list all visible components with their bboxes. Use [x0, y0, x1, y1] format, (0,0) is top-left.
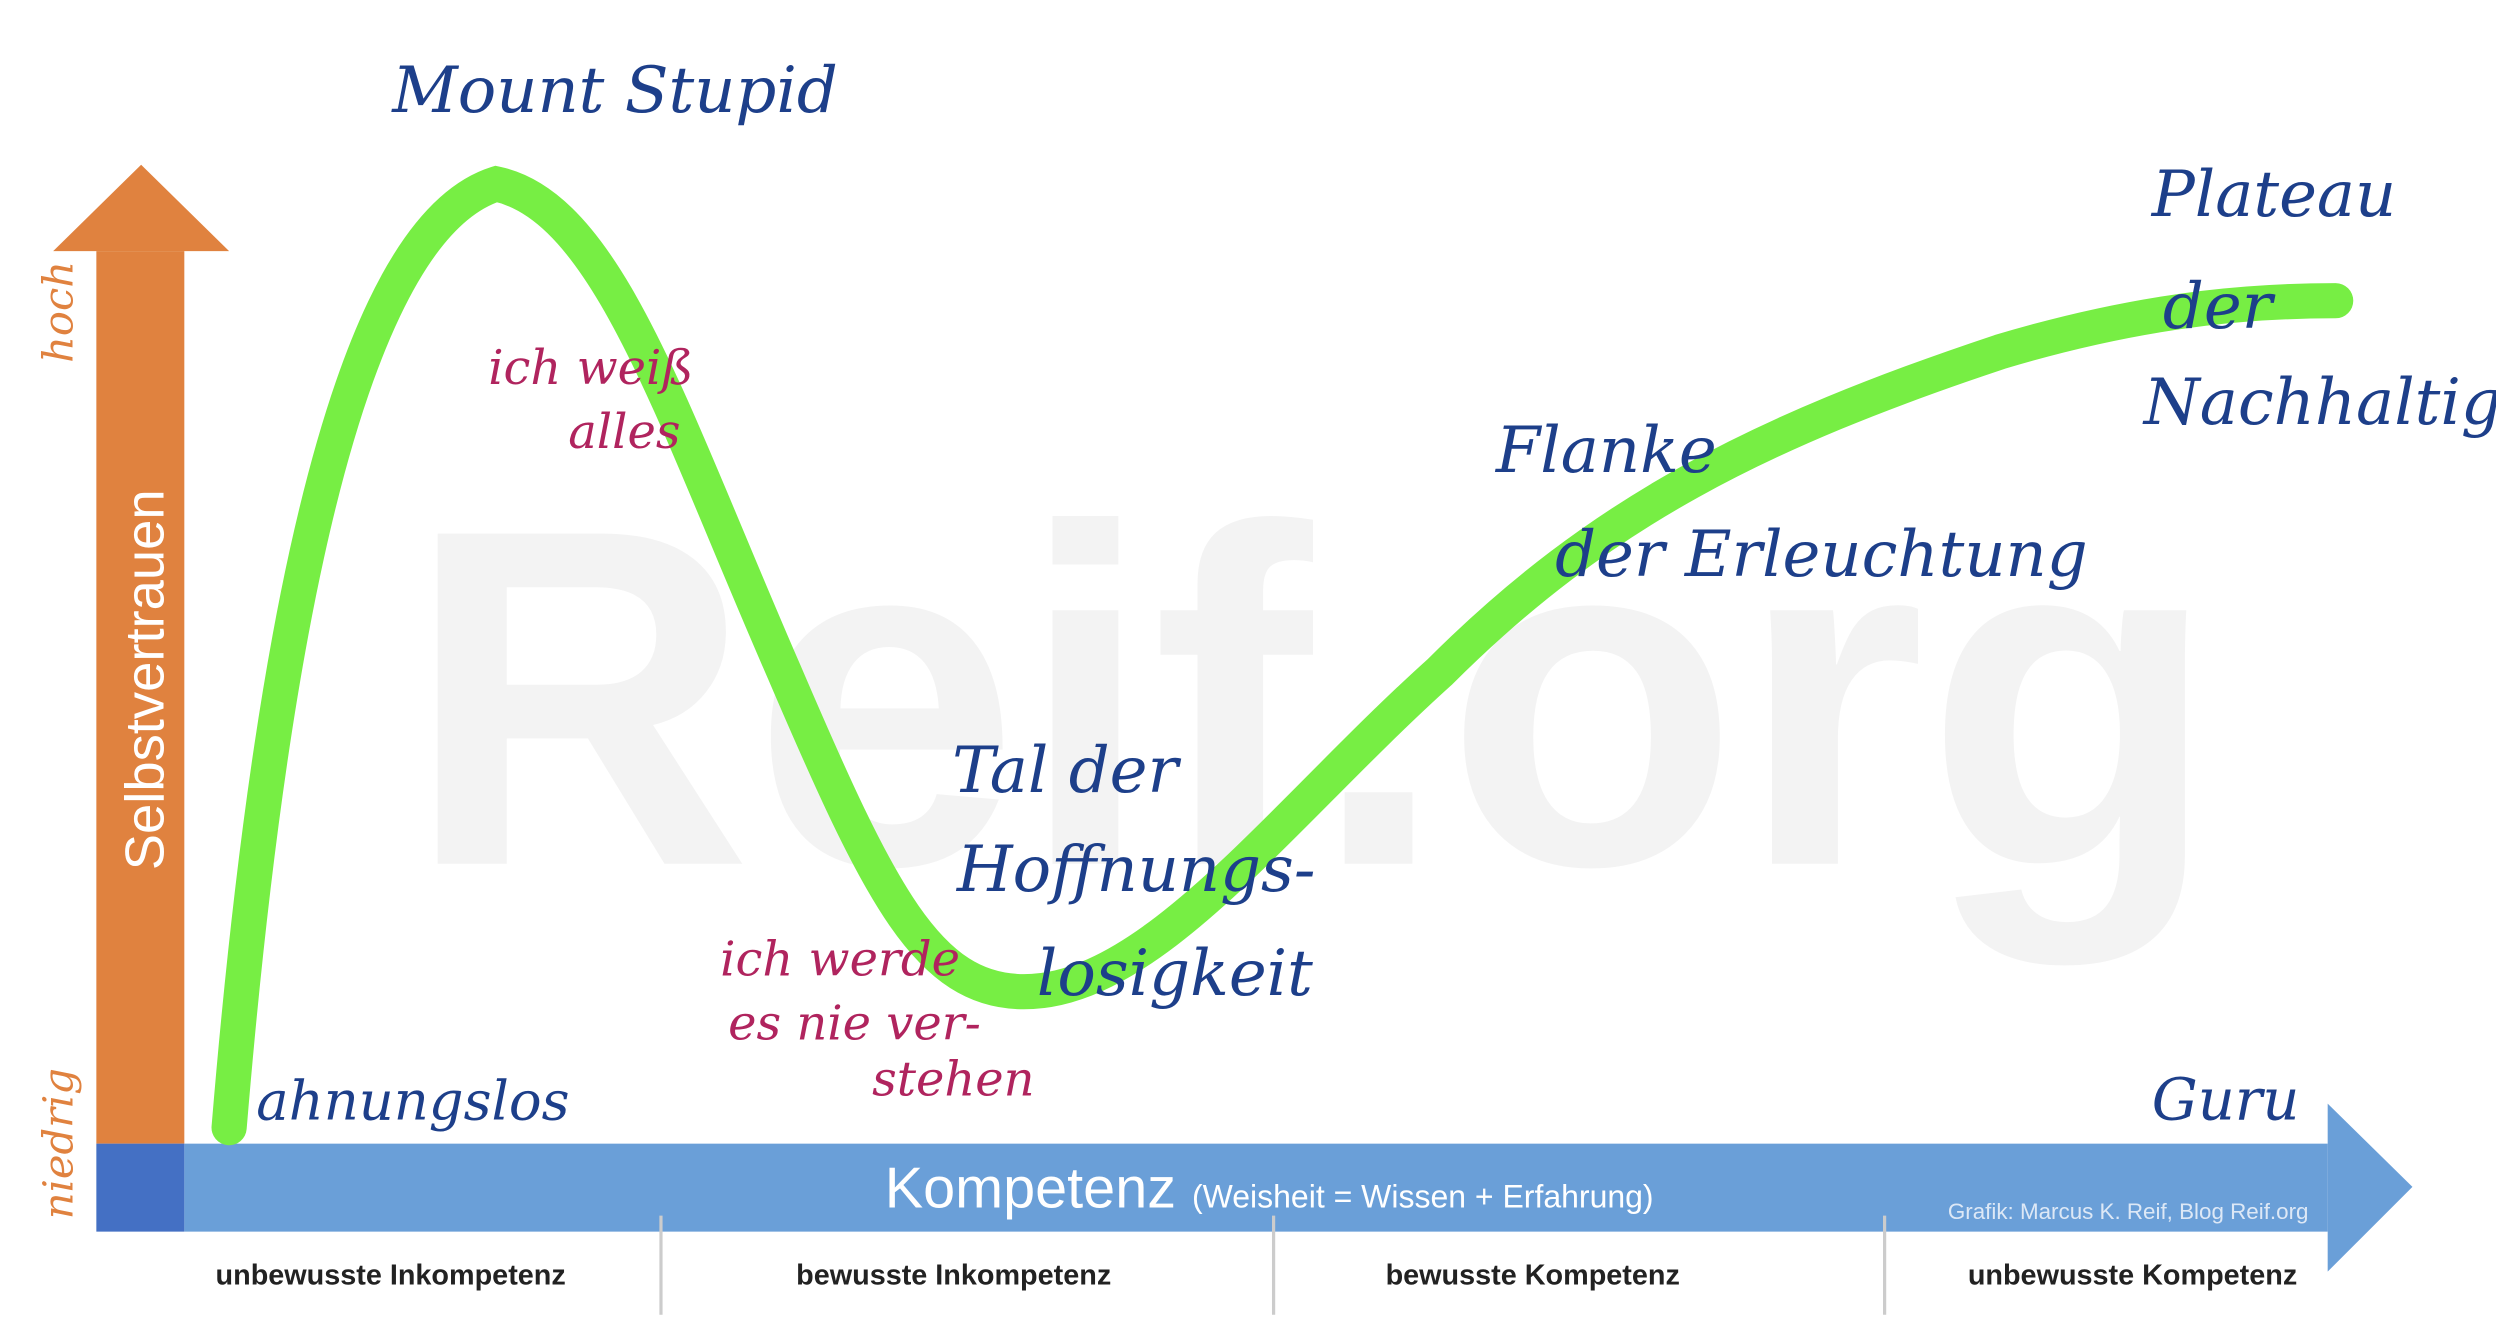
y-high: hoch — [33, 261, 82, 363]
annotation: ich werde es nie ver-stehen — [720, 932, 1034, 1108]
y-axis-arrow-head — [53, 164, 230, 252]
x-axis-arrow-head — [2327, 1103, 2413, 1272]
x-axis-label: Kompetenz — [885, 1157, 1176, 1221]
stage-label: unbewusste Kompetenz — [1968, 1259, 2297, 1291]
annotation: PlateauderNachhaltigkeit — [2142, 158, 2496, 440]
annotation: Flanke der Erleuchtung — [1495, 414, 2088, 592]
credit: Grafik: Marcus K. Reif, Blog Reif.org — [1948, 1199, 2309, 1224]
annotation: ahnungslos — [256, 1070, 569, 1133]
y-axis-arrow — [96, 251, 185, 1144]
curve — [211, 165, 2354, 1146]
axis-origin — [96, 1143, 185, 1232]
stage-label: bewusste Kompetenz — [1386, 1259, 1680, 1291]
stage-label: unbewusste Inkompetenz — [216, 1259, 566, 1291]
x-axis-arrow — [184, 1143, 2328, 1232]
stage-label: bewusste Inkompetenz — [796, 1259, 1111, 1291]
annotation: ich weiß alles — [488, 340, 693, 460]
y-low: niedrig — [33, 1068, 82, 1219]
y-axis-label: Selbstvertrauen — [115, 489, 176, 870]
annotation: Tal der Hoffnungs-losigkeit — [952, 734, 1315, 1011]
x-axis-sublabel: (Weisheit = Wissen + Erfahrung) — [1192, 1179, 1654, 1215]
annotation: Mount Stupid — [391, 54, 838, 128]
annotation: Guru — [2152, 1067, 2300, 1134]
